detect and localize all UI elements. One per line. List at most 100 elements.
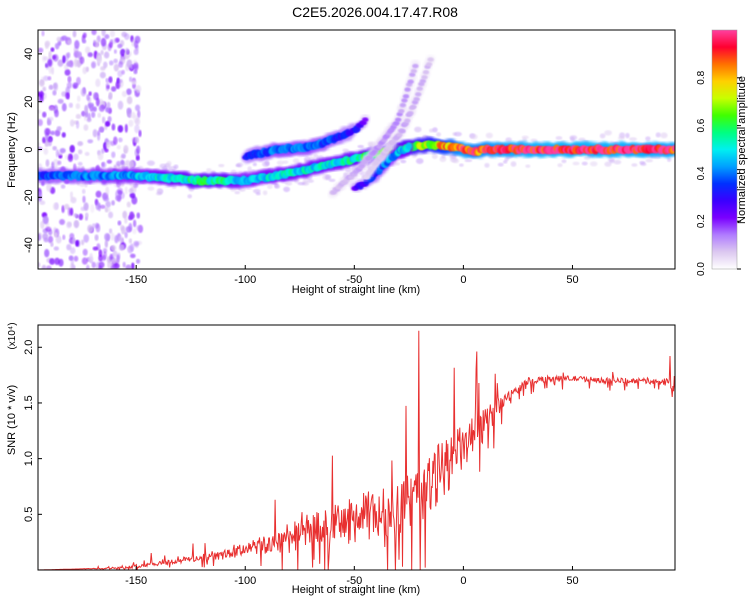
track-core-point bbox=[402, 94, 410, 99]
noise-speckle bbox=[104, 233, 111, 241]
noise-speckle bbox=[124, 47, 130, 55]
noise-speckle bbox=[131, 262, 135, 269]
noise-speckle bbox=[66, 82, 73, 89]
noise-speckle bbox=[129, 253, 136, 259]
noise-speckle bbox=[90, 204, 95, 213]
noise-speckle bbox=[52, 202, 59, 211]
track-core-point bbox=[413, 97, 420, 102]
noise-speckle bbox=[105, 106, 110, 113]
noise-speckle bbox=[134, 136, 140, 144]
figure-title: C2E5.2026.004.17.47.R08 bbox=[292, 4, 458, 20]
haze-speckle bbox=[156, 191, 163, 196]
noise-speckle bbox=[119, 244, 125, 251]
noise-speckle bbox=[121, 90, 127, 98]
colorbar-tick-label: 0.6 bbox=[696, 118, 707, 132]
track-faint-line-1 bbox=[328, 60, 420, 199]
noise-speckle bbox=[62, 234, 66, 240]
haze-speckle bbox=[283, 186, 291, 193]
noise-speckle bbox=[106, 101, 111, 109]
noise-speckle bbox=[97, 151, 104, 161]
noise-speckle bbox=[113, 58, 118, 64]
noise-speckle bbox=[46, 182, 52, 192]
noise-speckle bbox=[49, 258, 56, 265]
noise-speckle bbox=[73, 213, 78, 218]
noise-speckle bbox=[111, 151, 116, 158]
haze-speckle bbox=[607, 158, 616, 162]
haze-speckle bbox=[450, 154, 457, 159]
haze-speckle bbox=[645, 136, 651, 141]
haze-speckle bbox=[660, 132, 668, 139]
noise-speckle bbox=[42, 136, 46, 144]
noise-speckle bbox=[133, 40, 139, 49]
haze-speckle bbox=[306, 179, 314, 183]
spectrogram-panel: -150 -100 -50 0 50 -40 -20 0 20 40 Height of str… bbox=[6, 29, 676, 296]
haze-speckle bbox=[264, 159, 270, 166]
noise-speckle bbox=[128, 188, 134, 194]
noise-speckle bbox=[128, 222, 133, 232]
noise-speckle bbox=[42, 92, 47, 100]
noise-speckle bbox=[88, 91, 92, 96]
haze-speckle bbox=[583, 156, 591, 160]
noise-speckle bbox=[129, 243, 135, 252]
noise-speckle bbox=[41, 30, 45, 37]
noise-speckle bbox=[38, 119, 43, 127]
haze-speckle bbox=[625, 132, 630, 139]
haze-speckle bbox=[631, 163, 638, 167]
noise-speckle bbox=[84, 212, 89, 219]
noise-speckle bbox=[131, 79, 137, 85]
spectrogram-y-tick-label: -40 bbox=[23, 237, 35, 253]
haze-speckle bbox=[267, 184, 273, 189]
noise-speckle bbox=[99, 71, 106, 79]
haze-speckle bbox=[451, 158, 460, 164]
haze-speckle bbox=[666, 157, 672, 163]
noise-speckle bbox=[87, 224, 94, 233]
noise-speckle bbox=[44, 128, 51, 136]
noise-speckle bbox=[126, 201, 131, 208]
noise-speckle bbox=[41, 264, 47, 269]
colorbar-frame bbox=[711, 29, 738, 270]
noise-speckle bbox=[74, 40, 80, 49]
noise-speckle bbox=[117, 100, 124, 110]
spectrogram-x-label: Height of straight line (km) bbox=[292, 284, 420, 296]
noise-speckle bbox=[108, 76, 113, 84]
noise-speckle bbox=[44, 40, 51, 47]
haze-speckle bbox=[459, 163, 464, 167]
noise-speckle bbox=[124, 123, 128, 133]
noise-speckle bbox=[91, 30, 97, 36]
haze-speckle bbox=[250, 169, 256, 174]
noise-speckle bbox=[48, 50, 52, 60]
noise-speckle bbox=[112, 250, 118, 258]
noise-speckle bbox=[69, 247, 76, 255]
noise-speckle bbox=[123, 144, 129, 154]
noise-speckle bbox=[60, 184, 66, 189]
haze-speckle bbox=[464, 159, 473, 163]
noise-speckle bbox=[113, 136, 118, 146]
haze-speckle bbox=[530, 138, 538, 143]
noise-speckle bbox=[100, 37, 107, 47]
snr-frame bbox=[37, 324, 676, 571]
noise-speckle bbox=[124, 231, 128, 239]
haze-speckle bbox=[400, 159, 407, 164]
noise-speckle bbox=[110, 86, 117, 92]
spectral-tracks bbox=[38, 55, 675, 199]
noise-speckle bbox=[107, 116, 112, 123]
noise-speckle bbox=[111, 123, 116, 131]
noise-speckle bbox=[67, 207, 71, 217]
track-core-point bbox=[396, 132, 403, 137]
noise-speckle bbox=[92, 39, 96, 47]
noise-speckle bbox=[75, 103, 81, 110]
noise-speckle bbox=[83, 124, 89, 131]
haze-speckle bbox=[569, 135, 578, 141]
noise-speckle bbox=[47, 235, 54, 244]
track-core-point bbox=[421, 75, 428, 80]
noise-speckle bbox=[129, 211, 135, 220]
haze-speckle bbox=[497, 162, 504, 167]
noise-speckle bbox=[48, 65, 53, 74]
track-core-point bbox=[410, 68, 418, 74]
noise-speckle bbox=[50, 242, 54, 247]
haze-speckle bbox=[147, 186, 155, 191]
haze-speckle bbox=[521, 135, 529, 140]
haze-speckle bbox=[555, 136, 563, 140]
noise-speckle bbox=[102, 254, 106, 262]
haze-speckle bbox=[313, 153, 319, 159]
